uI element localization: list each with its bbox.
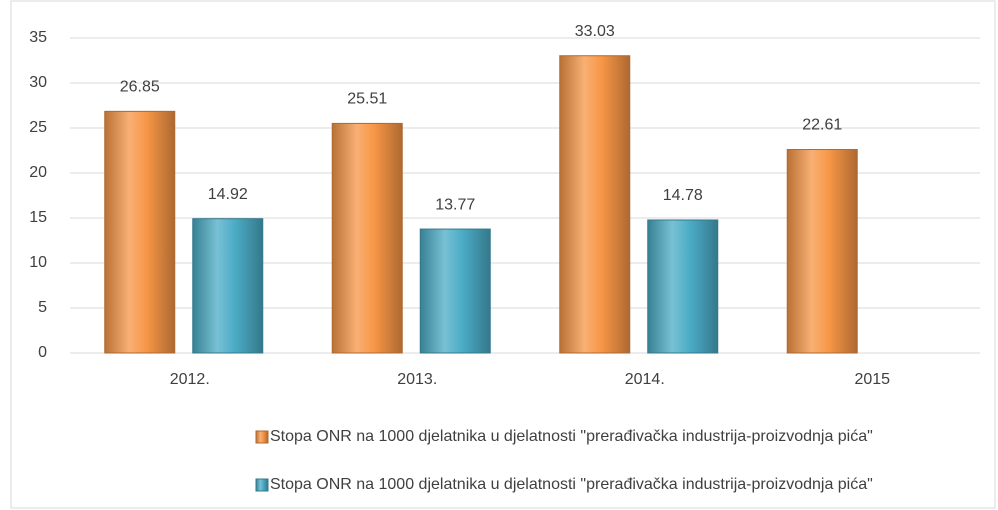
data-label: 14.92 xyxy=(208,186,248,203)
legend-label: Stopa ONR na 1000 djelatnika u djelatnos… xyxy=(270,476,873,493)
data-label: 33.03 xyxy=(575,23,615,40)
y-tick-label: 35 xyxy=(29,29,47,46)
bar xyxy=(104,110,176,354)
y-tick-label: 15 xyxy=(29,209,47,226)
bar xyxy=(647,219,719,354)
x-tick-label: 2015 xyxy=(854,371,890,388)
y-tick-label: 0 xyxy=(38,344,47,361)
x-tick-label: 2012. xyxy=(170,371,210,388)
y-tick-label: 10 xyxy=(29,254,47,271)
y-tick-label: 5 xyxy=(38,299,47,316)
legend-label: Stopa ONR na 1000 djelatnika u djelatnos… xyxy=(270,428,873,445)
bar xyxy=(559,55,631,354)
bar xyxy=(192,218,264,354)
legend-swatch xyxy=(255,430,269,444)
bar xyxy=(786,149,858,354)
bar xyxy=(331,122,403,354)
legend-swatch xyxy=(255,478,269,492)
y-tick-label: 25 xyxy=(29,119,47,136)
y-tick-label: 30 xyxy=(29,74,47,91)
data-label: 25.51 xyxy=(347,91,387,108)
x-tick-label: 2013. xyxy=(397,371,437,388)
data-label: 13.77 xyxy=(435,196,475,213)
bar xyxy=(419,228,491,354)
x-tick-label: 2014. xyxy=(625,371,665,388)
data-label: 22.61 xyxy=(802,117,842,134)
data-label: 26.85 xyxy=(120,79,160,96)
data-label: 14.78 xyxy=(663,187,703,204)
y-tick-label: 20 xyxy=(29,164,47,181)
